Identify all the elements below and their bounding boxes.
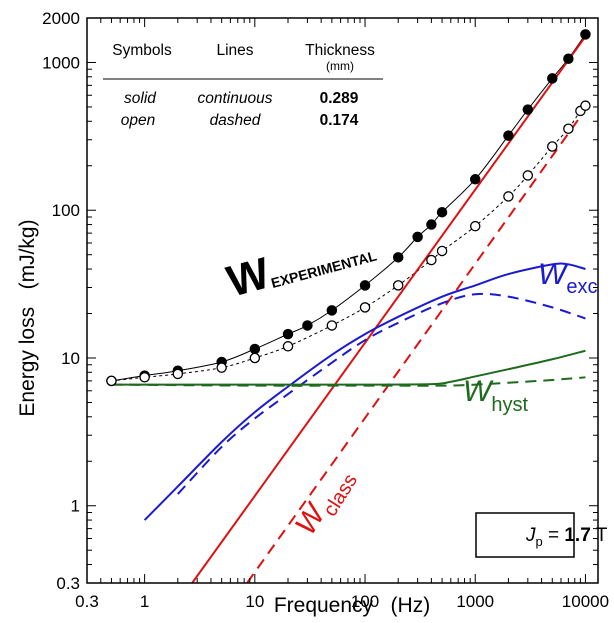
data-point-exp_solid (392, 252, 404, 263)
x-tick-label: 10 (245, 592, 264, 611)
svg-text:Whyst: Whyst (463, 375, 528, 416)
data-point-exp_solid (326, 305, 338, 316)
data-point-exp_solid (563, 53, 574, 64)
data-point-exp_solid (436, 206, 448, 218)
data-point-exp_dashed (282, 341, 294, 352)
y-tick-label: 100 (52, 201, 80, 220)
data-point-exp_dashed (547, 141, 558, 152)
data-point-exp_solid (580, 29, 591, 40)
series-line-class_solid (191, 35, 587, 583)
y-axis-label: Energy loss (mJ/kg) (16, 219, 39, 416)
x-tick-label: 100 (351, 592, 379, 611)
table-header-symbols: Symbols (112, 42, 172, 59)
series-line-hyst_dashed (111, 376, 586, 387)
data-point-exp_dashed (172, 368, 184, 380)
data-point-exp_dashed (522, 170, 534, 181)
jp-subscript: p (535, 534, 542, 549)
svg-text:WEXPERIMENTAL: WEXPERIMENTAL (222, 220, 380, 306)
y-tick-label: 10 (61, 349, 80, 368)
data-point-exp_solid (426, 219, 437, 230)
data-point-exp_dashed (469, 220, 481, 232)
label-w-experimental-main: W (222, 248, 275, 306)
data-point-exp_solid (522, 104, 534, 115)
data-point-exp_solid (503, 130, 514, 141)
jp-box-frame (475, 512, 575, 558)
data-point-exp_dashed (249, 352, 261, 364)
y-tick-label: 1000 (42, 53, 80, 72)
jp-value: 1.7 (564, 525, 590, 546)
table-row-2-thickness: 0.174 (320, 112, 359, 129)
data-point-exp_dashed (392, 280, 404, 291)
label-w-hyst: Whyst (463, 375, 528, 416)
table-header-lines: Lines (216, 42, 253, 59)
data-point-exp_dashed (503, 191, 514, 202)
data-point-exp_dashed (106, 375, 117, 387)
label-w-experimental: WEXPERIMENTAL (222, 220, 380, 306)
svg-text:Wexc: Wexc (538, 258, 597, 298)
data-point-exp_dashed (139, 372, 150, 383)
data-point-exp_solid (359, 280, 371, 291)
table-row-1-lines: continuous (198, 90, 273, 107)
y-tick-label: 0.3 (56, 574, 80, 593)
label-w-exc-main: W (538, 258, 569, 291)
legend-table: Symbols Lines Thickness (mm) solid conti… (103, 42, 383, 129)
svg-text:Jp = 1.7 T: Jp = 1.7 T (489, 525, 614, 549)
data-point-exp_solid (302, 320, 313, 331)
table-header-thickness: Thickness (305, 42, 375, 59)
x-tick-label: 1000 (456, 592, 494, 611)
table-row-2-symbols: open (121, 112, 155, 129)
data-point-exp_dashed (580, 100, 591, 111)
jp-equals: = (543, 525, 565, 546)
y-tick-label: 1 (71, 497, 80, 516)
jp-box: Jp = 1.7 T (475, 512, 614, 558)
data-point-exp_solid (282, 328, 294, 340)
data-point-exp_dashed (563, 123, 574, 135)
label-w-hyst-main: W (463, 375, 494, 408)
y-tick-labels: 0.3 1 10 100 1000 2000 (42, 9, 80, 593)
label-w-exc: Wexc (538, 258, 597, 298)
data-point-exp_dashed (426, 254, 437, 266)
series-line-class_dashed (246, 108, 587, 583)
plot-frame (86, 17, 599, 584)
table-row-1-thickness: 0.289 (320, 90, 359, 107)
data-point-exp_solid (547, 73, 558, 84)
jp-symbol: J (525, 525, 536, 546)
x-tick-labels: 0.3 1 10 100 1000 10000 (75, 592, 609, 611)
x-tick-label: 0.3 (75, 592, 99, 611)
y-tick-label: 2000 (42, 9, 80, 28)
data-point-exp_solid (469, 174, 481, 185)
data-point-exp_dashed (359, 302, 371, 313)
jp-unit: T (591, 525, 608, 546)
markers-layer (106, 29, 591, 387)
data-point-exp_dashed (436, 245, 448, 257)
axis-ticks (86, 18, 598, 584)
series-line-hyst_solid (111, 349, 586, 386)
data-point-exp_solid (249, 343, 261, 355)
data-point-exp_dashed (326, 320, 338, 331)
series-line-exc_dashed (177, 292, 586, 495)
x-tick-label: 10000 (562, 592, 609, 611)
x-axis-label: Frequency (Hz) (274, 594, 430, 617)
data-point-exp_dashed (216, 362, 227, 373)
table-row-1-symbols: solid (124, 90, 157, 107)
table-header-unit: (mm) (326, 59, 354, 73)
label-w-class-sub: class (319, 470, 362, 520)
data-point-exp_solid (412, 231, 423, 243)
x-tick-label: 1 (140, 592, 149, 611)
label-w-hyst-sub: hyst (491, 394, 528, 416)
series-line-exc_solid (143, 262, 586, 521)
label-w-exc-sub: exc (566, 276, 597, 298)
series-line-exp_dashed (111, 105, 586, 382)
table-row-2-lines: dashed (210, 112, 262, 129)
